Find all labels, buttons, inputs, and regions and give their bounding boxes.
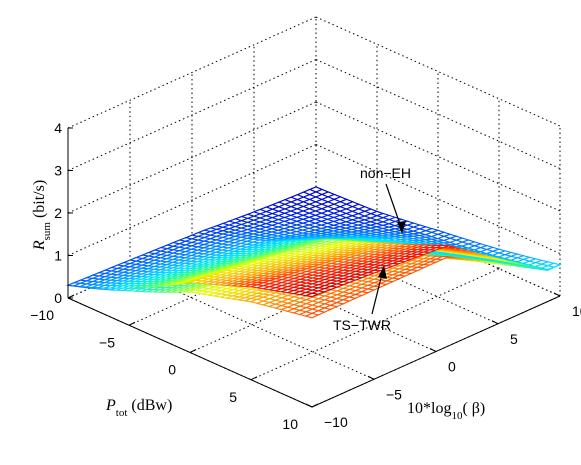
x-tick [250,376,258,381]
x-tick-label: 0 [168,362,176,378]
z-tick-labels: 0 1 2 3 4 [54,120,62,306]
surface-cell [305,292,319,298]
y-tick [491,320,499,325]
y-axis-label: 10*log10( β) [407,400,485,422]
y-tick [305,403,313,408]
annotation-ts-twr-arrowhead [378,266,387,279]
y-tick [429,348,437,352]
axes [67,127,561,408]
y-tick-label: 10 [572,303,581,319]
grid-line [67,144,317,256]
y-tick [553,292,561,297]
z-axis-label: Rsum(bit/s) [31,180,53,251]
surface-non-eh [67,186,562,298]
grid-line [67,101,317,214]
z-tick-label: 0 [54,290,62,306]
x-tick-label: 10 [282,416,298,432]
y-tick-label: −5 [386,386,402,402]
x-tick [128,321,136,326]
annotation-non-eh: non−EH [360,165,411,181]
z-tick-label: 3 [54,163,62,179]
annotation-ts-twr: TS−TWR [333,317,391,333]
x-tick-label: 5 [229,389,237,405]
surface-cell [304,312,320,319]
surfaces [65,186,562,319]
y-tick [367,375,375,380]
y-tick-label: 0 [448,359,456,375]
x-tick [67,294,75,299]
grid-line [67,16,317,129]
annotation-non-eh-arrowhead [397,221,406,234]
grid-line [67,59,317,171]
y-tick-label: 5 [510,331,518,347]
x-tick-labels: −10 −5 0 5 10 [30,307,298,432]
z-tick-label: 4 [54,120,62,136]
x-axis-label: Ptot (dBw) [105,397,172,419]
x-tick-label: −5 [99,334,115,350]
grid-line [250,268,500,381]
z-tick-label: 1 [54,248,62,264]
grid-line [315,101,561,212]
x-tick-label: −10 [30,307,54,323]
x-tick [311,403,319,408]
y-tick-label: −10 [324,414,348,430]
y-tick-labels: 10 5 0 −5 −10 [324,303,581,430]
z-tick-label: 2 [54,205,62,221]
x-tick [189,349,197,353]
